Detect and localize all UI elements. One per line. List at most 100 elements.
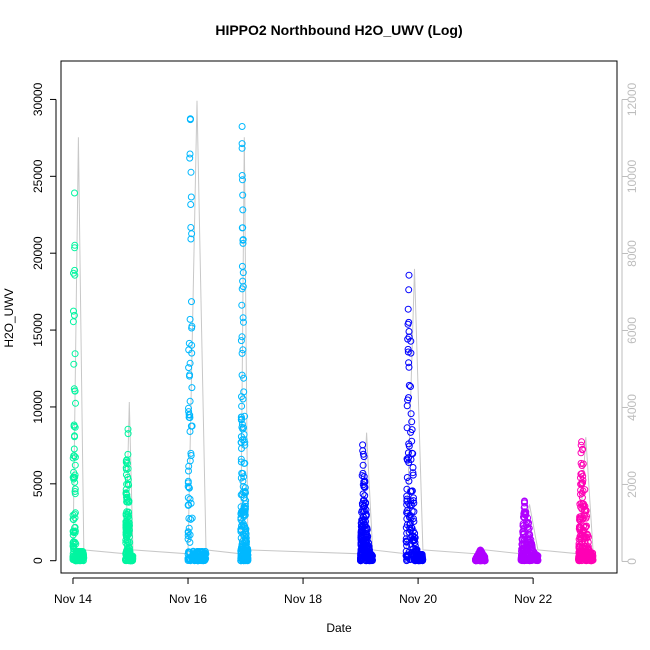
data-point: [240, 318, 247, 326]
data-point: [360, 507, 368, 515]
data-point: [239, 269, 247, 277]
data-point: [184, 501, 192, 509]
data-point: [123, 498, 131, 506]
data-point: [186, 371, 194, 379]
data-point: [582, 554, 590, 561]
data-point: [364, 532, 372, 540]
data-point: [240, 459, 248, 467]
data-point: [357, 554, 365, 562]
data-point: [71, 189, 78, 197]
data-point: [187, 201, 195, 208]
data-point: [186, 150, 194, 158]
data-point: [186, 495, 194, 503]
data-point: [581, 486, 589, 494]
y-tick-label: 15000: [31, 313, 45, 347]
data-point: [71, 514, 79, 522]
data-point: [238, 224, 246, 232]
data-point: [403, 474, 411, 481]
data-point: [403, 455, 411, 463]
x-tick-label: Nov 18: [284, 592, 322, 606]
data-point: [237, 534, 245, 542]
data-point: [408, 507, 416, 515]
data-point: [238, 445, 245, 452]
data-point: [124, 430, 132, 438]
data-point: [71, 244, 79, 252]
data-point: [238, 420, 246, 428]
data-point: [409, 471, 417, 479]
data-point: [520, 510, 528, 518]
data-point: [405, 328, 413, 335]
data-point: [122, 528, 130, 536]
y2-tick-label: 2000: [625, 471, 639, 498]
data-point: [184, 479, 192, 487]
data-point: [478, 556, 486, 563]
data-point: [407, 456, 415, 463]
data-point: [576, 516, 584, 524]
data-point: [70, 538, 77, 546]
y2-tick-label: 0: [625, 558, 639, 565]
data-point: [239, 477, 247, 485]
data-point: [473, 556, 481, 564]
y2-tick-label: 12000: [625, 82, 639, 116]
data-point: [407, 514, 415, 522]
y-tick-label: 10000: [31, 390, 45, 424]
data-point: [405, 318, 413, 326]
data-point: [584, 538, 592, 546]
data-point: [519, 531, 527, 539]
x-tick-label: Nov 16: [169, 592, 207, 606]
data-point: [238, 423, 246, 431]
data-point: [365, 554, 373, 562]
data-point: [123, 547, 130, 555]
data-point: [124, 450, 132, 458]
data-point: [587, 549, 595, 557]
data-point: [237, 415, 245, 423]
data-point: [123, 517, 131, 525]
data-point: [402, 535, 410, 543]
data-point: [124, 476, 132, 483]
data-point: [357, 531, 365, 538]
data-point: [359, 461, 367, 469]
x-axis: Nov 14 Nov 16 Nov 18 Nov 20 Nov 22: [54, 577, 552, 606]
data-point: [122, 520, 130, 527]
data-point: [237, 552, 245, 560]
data-point: [576, 534, 584, 542]
data-point: [187, 235, 195, 243]
data-point: [71, 350, 79, 358]
data-point: [579, 476, 587, 484]
data-point: [580, 522, 588, 530]
data-point: [238, 527, 246, 535]
data-point: [77, 553, 85, 561]
data-point: [188, 341, 196, 349]
data-point: [577, 474, 584, 482]
data-point: [403, 501, 411, 509]
data-point: [69, 318, 77, 326]
data-point: [187, 452, 195, 459]
data-point: [70, 385, 78, 393]
data-point: [123, 480, 131, 488]
data-point: [403, 402, 411, 410]
data-point: [405, 477, 413, 485]
data-point: [579, 445, 587, 453]
data-point: [362, 499, 370, 507]
data-point: [71, 478, 79, 486]
data-point: [239, 554, 247, 562]
data-point: [530, 555, 538, 563]
data-point: [527, 546, 535, 554]
data-point: [404, 305, 412, 313]
data-point: [186, 428, 194, 435]
y-tick-label: 20000: [31, 236, 45, 270]
data-point: [192, 548, 200, 556]
data-point: [525, 539, 533, 546]
data-point: [239, 346, 247, 354]
data-point: [70, 445, 78, 453]
data-point: [403, 542, 411, 550]
data-point: [410, 494, 417, 502]
data-point: [583, 530, 591, 538]
data-point: [71, 509, 79, 517]
y2-tick-label: 8000: [625, 240, 639, 267]
data-point: [409, 464, 417, 471]
data-point: [240, 508, 248, 516]
data-point: [588, 555, 596, 563]
data-point: [186, 531, 194, 539]
